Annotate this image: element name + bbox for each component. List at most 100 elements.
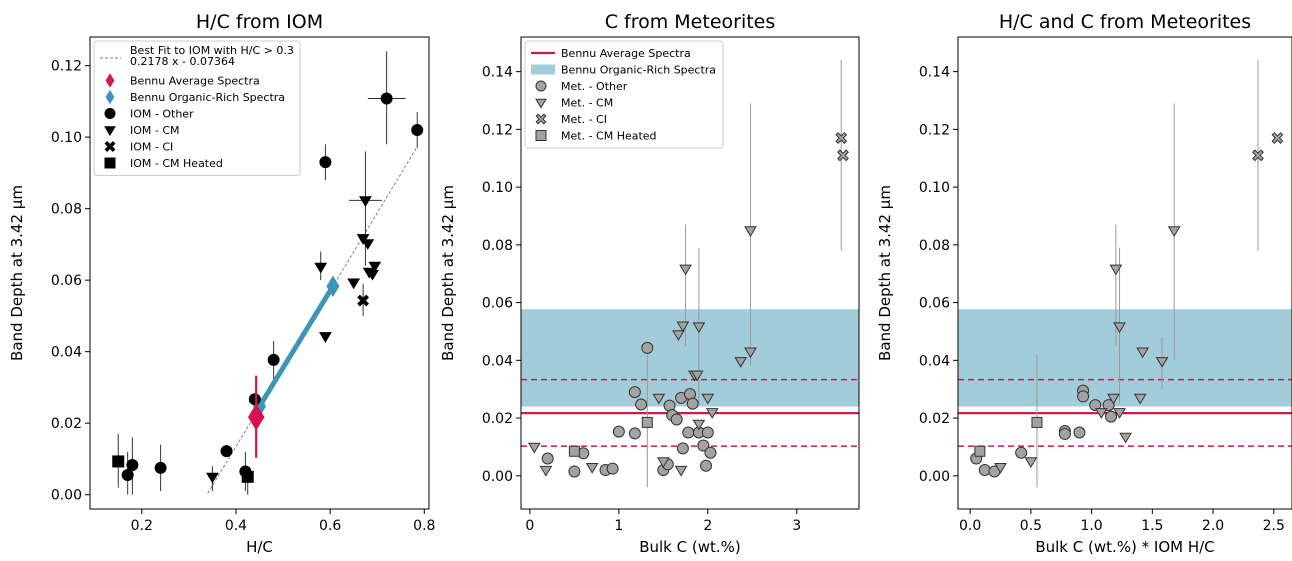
point-met-other <box>676 442 689 455</box>
x-tick-label: 0.4 <box>225 518 247 534</box>
legend-label: Bennu Organic-Rich Spectra <box>561 64 716 77</box>
point-met-other <box>700 459 713 472</box>
legend-marker-swatch <box>535 98 547 109</box>
y-tick-label: 0.04 <box>482 353 513 369</box>
point-met-cm <box>1119 432 1132 444</box>
point-met-cm <box>527 442 541 454</box>
y-tick-label: 0.08 <box>919 238 950 254</box>
point-met-other <box>628 386 641 399</box>
legend: Best Fit to IOM with H/C > 0.30.2178 x -… <box>93 40 301 176</box>
y-tick-label: 0.02 <box>51 416 82 432</box>
point-iom-cm-heated <box>241 470 254 483</box>
chart-title: H/C from IOM <box>196 11 323 33</box>
point-met-cm-heated <box>641 416 653 428</box>
point-met-ci <box>837 149 849 162</box>
y-tick-label: 0.12 <box>51 59 82 75</box>
x-tick-label: 0.2 <box>131 518 153 534</box>
point-met-cm <box>656 457 670 468</box>
y-tick-label: 0.04 <box>919 353 950 369</box>
point-met-other <box>628 427 641 440</box>
point-iom-cm <box>314 262 328 274</box>
x-tick-label: 0.0 <box>959 518 981 534</box>
point-met-cm <box>676 321 690 333</box>
point-met-other <box>635 398 648 411</box>
point-met-cm <box>1024 457 1038 468</box>
legend-diamond-swatch <box>105 73 115 88</box>
axes-frame <box>89 36 430 510</box>
chart-title: H/C and C from Meteorites <box>999 11 1251 33</box>
x-tick-label: 1.0 <box>1080 518 1102 534</box>
point-met-cm <box>1136 347 1149 359</box>
legend: Bennu Average Spectra Bennu Organic-Rich … <box>524 40 724 149</box>
y-tick-label: 0.00 <box>51 488 82 504</box>
legend-label: IOM - Other <box>130 108 194 121</box>
x-tick-label: 2.0 <box>1202 518 1224 534</box>
y-tick-label: 0.12 <box>919 122 950 138</box>
bennu-organic-band <box>958 309 1292 407</box>
point-met-other <box>704 446 717 459</box>
point-met-cm <box>1113 322 1126 334</box>
chart-panel-3: 0.0 0.5 1.0 1.5 2.0 2.5 0.00 0.02 0.04 0.06 0.08 0.… <box>876 11 1292 556</box>
legend-marker-swatch <box>535 80 547 92</box>
plot-area <box>521 60 859 488</box>
x-axis-label: Bulk C (wt.%) <box>639 538 741 556</box>
legend-diamond-swatch <box>105 89 115 105</box>
point-iom-other <box>154 461 167 474</box>
legend-marker-swatch <box>104 126 116 137</box>
bennu-organic-marker <box>326 275 340 297</box>
point-met-cm <box>1155 357 1169 368</box>
point-met-cm-heated <box>974 445 986 457</box>
legend-label: IOM - CI <box>130 141 173 154</box>
point-met-cm <box>692 322 706 334</box>
y-tick-label: 0.02 <box>482 411 513 427</box>
x-tick-label: 1.5 <box>1141 518 1163 534</box>
y-axis-label: Band Depth at 3.42 μm <box>439 185 457 361</box>
legend-patch-swatch <box>531 64 555 75</box>
y-tick-label: 0.08 <box>51 202 82 218</box>
point-iom-other <box>248 393 261 406</box>
point-met-other <box>1102 399 1115 412</box>
point-met-cm <box>1094 408 1108 419</box>
bennu-organic-line <box>257 284 336 408</box>
point-met-cm <box>674 465 688 477</box>
legend-label: Bennu Average Spectra <box>130 75 260 88</box>
point-met-cm <box>994 463 1007 474</box>
x-tick-label: 2 <box>703 518 712 534</box>
point-met-cm-heated <box>568 445 580 457</box>
point-met-cm <box>744 347 757 359</box>
point-met-other <box>568 465 581 478</box>
point-iom-cm <box>361 239 375 250</box>
legend-label: IOM - CM <box>130 124 180 137</box>
y-tick-label: 0.04 <box>51 345 82 361</box>
point-iom-other <box>220 445 233 458</box>
point-met-other <box>641 341 654 354</box>
point-met-other <box>1058 427 1071 440</box>
y-axis-label: Band Depth at 3.42 μm <box>876 185 894 361</box>
chart-panel-1: 0.2 0.4 0.6 0.8 0.00 0.02 0.04 0.06 0.08 0.10 0.12… <box>8 11 435 556</box>
point-met-ci <box>835 132 848 144</box>
y-tick-label: 0.12 <box>482 122 513 138</box>
y-axis-label: Band Depth at 3.42 μm <box>8 185 26 361</box>
chart-panel-2: 0 1 2 3 0.00 0.02 0.04 0.06 0.08 0.10 0.12 0.14 C fr… <box>439 11 860 556</box>
axes-frame <box>957 36 1292 510</box>
point-iom-other <box>319 156 332 169</box>
point-met-other <box>1073 426 1086 439</box>
point-met-cm <box>679 264 692 276</box>
legend-label: Met. - Other <box>561 80 628 93</box>
legend-label: Met. - CM Heated <box>561 130 657 143</box>
y-tick-label: 0.02 <box>919 411 950 427</box>
legend-label: Bennu Organic-Rich Spectra <box>130 91 285 104</box>
point-iom-cm <box>359 196 372 207</box>
point-met-cm <box>1107 393 1120 405</box>
point-iom-other <box>380 92 393 105</box>
legend-box <box>93 40 301 176</box>
y-tick-label: 0.10 <box>482 180 513 196</box>
y-tick-label: 0.00 <box>482 469 513 485</box>
chart-title: C from Meteorites <box>605 11 776 33</box>
legend-marker-swatch <box>104 141 116 152</box>
point-iom-other <box>121 469 134 482</box>
legend-label: Met. - CM <box>561 97 613 110</box>
y-tick-label: 0.10 <box>51 130 82 146</box>
point-met-other <box>697 439 710 452</box>
point-iom-cm <box>347 278 361 290</box>
